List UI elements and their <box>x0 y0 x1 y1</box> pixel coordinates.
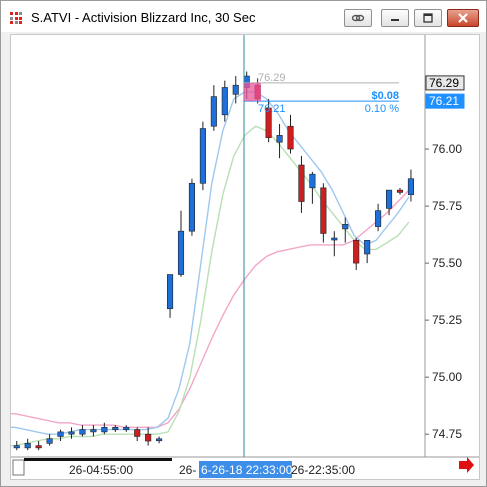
candle-body <box>177 230 185 275</box>
candle-body <box>145 433 152 442</box>
link-button[interactable] <box>344 9 372 27</box>
scroll-right-arrow-icon[interactable] <box>459 457 474 473</box>
time-label-1: 26-04:55:00 <box>69 463 133 477</box>
candle-body <box>364 239 371 255</box>
price-tick-label: 75.75 <box>432 199 462 213</box>
maximize-button[interactable] <box>414 9 442 27</box>
candle-body <box>13 445 20 449</box>
candle-body <box>68 431 75 435</box>
candle-body <box>331 237 338 241</box>
candle-body <box>123 427 130 430</box>
moving-average-lines <box>11 91 410 447</box>
candle-body <box>407 178 415 195</box>
price-badge <box>425 93 465 109</box>
candlestick-series <box>13 71 415 451</box>
measure-delta-label: $0.08 <box>371 90 399 102</box>
price-tick-label: 74.75 <box>432 427 462 441</box>
candle-body <box>199 128 206 184</box>
ma-mid-line <box>11 125 410 447</box>
price-measure-tool[interactable]: 76.29 76.21 $0.08 0.10 % <box>244 72 399 115</box>
minimize-button[interactable] <box>381 9 409 27</box>
measure-percent-label: 0.10 % <box>365 103 399 115</box>
candle-body <box>24 443 31 449</box>
price-axis[interactable]: 76.00 75.75 75.50 75.25 75.00 74.75 <box>425 142 462 441</box>
candle-body <box>353 239 360 264</box>
candle-body <box>385 189 393 209</box>
close-icon <box>458 13 468 23</box>
candle-body <box>210 96 217 127</box>
candle-body <box>101 427 108 433</box>
window-title: S.ATVI - Activision Blizzard Inc, 30 Sec <box>31 10 256 25</box>
time-label-2: 26- <box>179 463 196 477</box>
candle-body <box>309 173 316 189</box>
app-icon <box>10 12 22 24</box>
time-label-3: 26-22:35:00 <box>291 463 355 477</box>
price-badge-label: 76.21 <box>429 94 459 108</box>
candle-body <box>188 182 195 232</box>
measure-bottom-label: 76.21 <box>258 103 286 115</box>
maximize-icon <box>423 13 433 23</box>
candle-body <box>79 429 86 435</box>
candle-body <box>221 87 228 116</box>
price-badge-label: 76.29 <box>429 76 459 90</box>
time-crosshair-label: 6-26-18 22:33:00 <box>201 463 293 477</box>
candle-body <box>112 427 119 430</box>
candle-body <box>265 107 272 138</box>
title-bar[interactable]: S.ATVI - Activision Blizzard Inc, 30 Sec <box>1 1 486 32</box>
candle-body <box>90 429 97 433</box>
candle-body <box>287 125 294 150</box>
candle-body <box>35 445 42 449</box>
candle-body <box>396 189 404 193</box>
candle-body <box>57 431 64 437</box>
candle-body <box>276 135 283 143</box>
candle-body <box>46 438 53 444</box>
price-badge <box>425 75 465 91</box>
candle-body <box>320 187 327 234</box>
candle-body <box>156 438 163 442</box>
candle-body <box>375 210 382 227</box>
candle-body <box>232 84 239 95</box>
time-scroll-bar[interactable] <box>24 458 172 461</box>
measure-handle[interactable] <box>244 82 261 102</box>
measure-top-label: 76.29 <box>258 72 286 84</box>
price-tick-label: 76.00 <box>432 142 462 156</box>
link-icon <box>351 14 365 22</box>
ma-slow-line <box>11 189 410 428</box>
candle-body <box>134 429 141 437</box>
time-crosshair-badge <box>199 461 292 478</box>
candle-body <box>342 224 349 230</box>
time-scroll-handle[interactable] <box>12 459 25 476</box>
candle-body <box>167 274 174 310</box>
time-axis[interactable]: 26-04:55:00 26- 6-26-18 22:33:00 26-22:3… <box>12 457 474 478</box>
price-chart[interactable]: 76.29 76.21 $0.08 0.10 % 76.00 75.75 75.50… <box>11 35 479 479</box>
price-tick-label: 75.50 <box>432 256 462 270</box>
minimize-icon <box>391 19 399 21</box>
price-tick-label: 75.00 <box>432 370 462 384</box>
price-badges: 76.29 76.21 <box>425 75 465 109</box>
candle-body <box>298 164 305 202</box>
chart-area[interactable]: 76.29 76.21 $0.08 0.10 % 76.00 75.75 75.50… <box>10 34 480 480</box>
close-button[interactable] <box>447 9 479 27</box>
price-tick-label: 75.25 <box>432 313 462 327</box>
